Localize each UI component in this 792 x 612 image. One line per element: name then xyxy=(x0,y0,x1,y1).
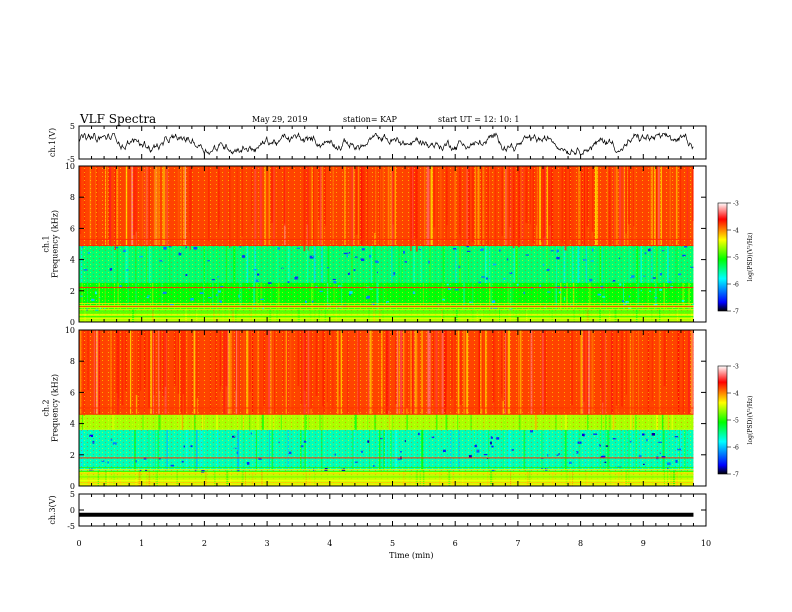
y-axis-label-line: ch.1(V) xyxy=(48,128,57,157)
y-tick-label: 4 xyxy=(70,256,75,265)
ch3-waveform-ylabel: ch.3(V) xyxy=(48,495,57,524)
colorbar-tick-label: -5 xyxy=(733,418,739,425)
y-tick-label: -5 xyxy=(67,155,75,164)
colorbar-label-1: log(PSD)(V²/Hz) xyxy=(747,233,754,282)
colorbar-label: log(PSD)(V²/Hz) xyxy=(747,233,754,282)
spectrogram-texture xyxy=(79,166,694,322)
y-tick-label: 4 xyxy=(70,420,75,429)
y-tick-label: 0 xyxy=(70,318,75,327)
colorbar-tick-label: -3 xyxy=(733,364,739,371)
x-tick-label: 1 xyxy=(139,539,144,548)
x-tick-label: 6 xyxy=(453,539,458,548)
y-tick-label: -5 xyxy=(67,522,75,531)
y-tick-label: 5 xyxy=(70,122,75,131)
colorbars: -3 -4 -5 -6 -7 log(PSD)(V²/Hz) -3 -4 -5 -6 -7 log(P… xyxy=(717,201,754,479)
y-axis-label-line: Frequency (kHz) xyxy=(51,210,60,278)
x-tick-label: 7 xyxy=(515,539,520,548)
x-axis-label: Time (min) xyxy=(389,551,433,560)
colorbar-2 xyxy=(717,365,728,475)
x-tick-label: 8 xyxy=(578,539,583,548)
colorbar-tick-label: -5 xyxy=(733,255,739,262)
start-time-label: start UT = 12: 10: 1 xyxy=(438,115,520,124)
chart-title: VLF Spectra xyxy=(80,112,157,126)
y-axis-label-line: ch.2 xyxy=(42,399,51,416)
y-tick-label: 2 xyxy=(70,451,75,460)
ch1-waveform-trace xyxy=(78,132,694,156)
ch1-spectrogram xyxy=(79,166,695,322)
y-tick-label: 5 xyxy=(70,490,75,499)
colorbar-tick-label: -4 xyxy=(733,391,739,398)
y-tick-label: 6 xyxy=(70,224,75,233)
y-tick-label: 10 xyxy=(65,326,75,335)
y-tick-label: 8 xyxy=(70,193,75,202)
x-tick-label: 0 xyxy=(76,539,81,548)
colorbar-label-2: log(PSD)(V²/Hz) xyxy=(747,396,754,445)
waveform-panels xyxy=(78,132,694,517)
ch1-spectrogram-ylabel: ch.1 Frequency (kHz) xyxy=(42,210,60,278)
ch2-spectrogram xyxy=(79,330,694,486)
y-axis-label-line: ch.3(V) xyxy=(48,495,57,524)
x-tick-label: 4 xyxy=(327,539,332,548)
y-tick-label: 0 xyxy=(70,506,75,515)
colorbar-tick-label: -6 xyxy=(733,445,739,452)
x-tick-label: 10 xyxy=(701,539,711,548)
y-tick-label: 6 xyxy=(70,388,75,397)
x-tick-label: 5 xyxy=(390,539,395,548)
colorbar-tick-label: -4 xyxy=(733,228,739,235)
y-tick-label: 0 xyxy=(70,482,75,491)
y-axis-label-line: Frequency (kHz) xyxy=(51,374,60,442)
x-tick-label: 2 xyxy=(202,539,207,548)
station-label: station= KAP xyxy=(343,115,397,124)
colorbar-tick-label: -3 xyxy=(733,201,739,208)
colorbar-tick-label: -7 xyxy=(733,309,739,316)
ch2-spectrogram-ylabel: ch.2 Frequency (kHz) xyxy=(42,374,60,442)
x-tick-label: 9 xyxy=(641,539,646,548)
colorbar-1 xyxy=(717,202,728,312)
y-tick-label: 2 xyxy=(70,287,75,296)
x-tick-label: 3 xyxy=(265,539,270,548)
date-label: May 29, 2019 xyxy=(252,115,308,124)
y-tick-label: 10 xyxy=(65,162,75,171)
y-axis-label-line: ch.1 xyxy=(42,235,51,252)
colorbar-tick-label: -6 xyxy=(733,282,739,289)
colorbar-tick-label: -7 xyxy=(733,472,739,479)
colorbar-label: log(PSD)(V²/Hz) xyxy=(747,396,754,445)
y-tick-label: 8 xyxy=(70,357,75,366)
ch1-waveform-ylabel: ch.1(V) xyxy=(48,128,57,157)
